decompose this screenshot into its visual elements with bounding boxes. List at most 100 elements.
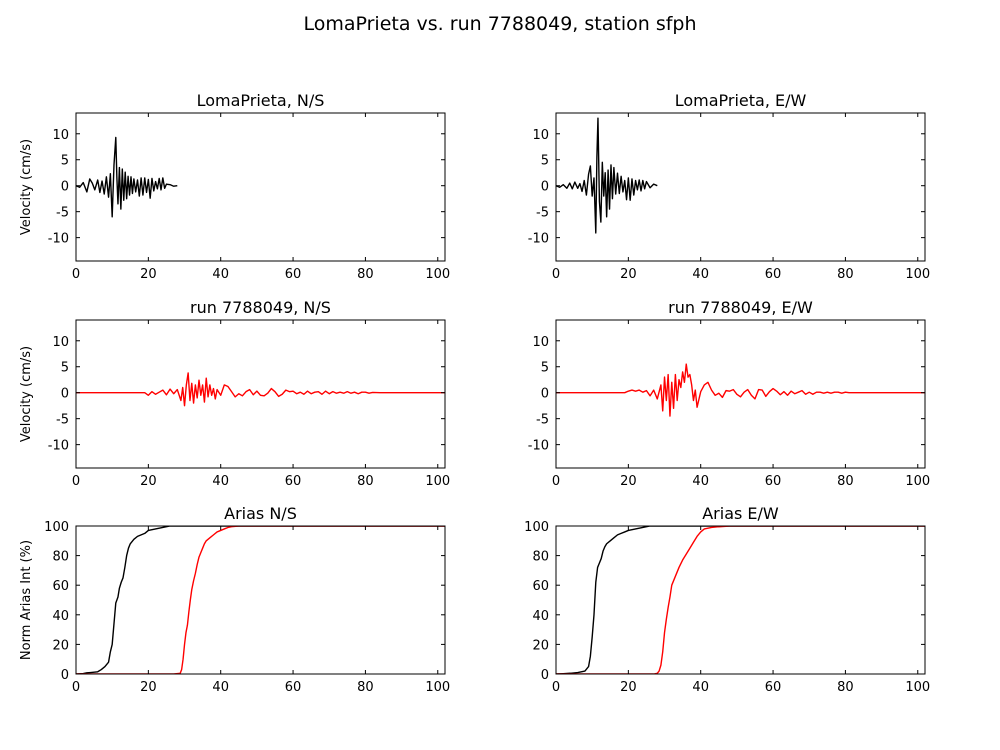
panel-title: run 7788049, E/W [668, 298, 813, 317]
y-tick-label: 0 [61, 668, 69, 683]
x-tick-label: 20 [140, 474, 157, 489]
x-tick-label: 0 [552, 267, 560, 282]
x-tick-label: 0 [552, 474, 560, 489]
x-tick-label: 100 [905, 267, 930, 282]
panel-title: Arias N/S [224, 504, 297, 523]
x-tick-label: 20 [140, 680, 157, 695]
y-tick-label: -10 [528, 439, 549, 454]
panel-arias-ew: 0 20 40 60 80 100 100 80 60 40 20 0 Arias E/W [524, 504, 930, 695]
y-tick-label: -10 [528, 232, 549, 247]
y-tick-label: -10 [48, 439, 69, 454]
x-tick-label: 60 [285, 267, 302, 282]
x-tick-label: 100 [905, 474, 930, 489]
panel-vel-rec-ns: 0 20 40 60 80 100 10 5 0 -5 -10 LomaPrieta, N/S Velo… [19, 91, 450, 282]
x-tick-label: 100 [425, 267, 450, 282]
y-tick-label: 80 [532, 550, 549, 565]
x-tick-label: 80 [837, 474, 854, 489]
series-line-simulated [556, 526, 925, 674]
panel-vel-sim-ew: 0 20 40 60 80 100 10 5 0 -5 -10 run 7788049, E/W [528, 298, 930, 489]
series-line-simulated [76, 526, 445, 674]
y-axis-label: Norm Arias Int (%) [19, 540, 34, 660]
y-tick-label: 5 [541, 361, 549, 376]
x-tick-label: 20 [620, 680, 637, 695]
y-tick-label: 5 [61, 154, 69, 169]
x-tick-label: 100 [425, 474, 450, 489]
x-tick-label: 0 [72, 680, 80, 695]
x-tick-label: 80 [357, 267, 374, 282]
panel-vel-sim-ns: 0 20 40 60 80 100 10 5 0 -5 -10 run 7788049, N/S Vel… [19, 298, 450, 489]
y-tick-label: -5 [536, 206, 549, 221]
x-tick-label: 80 [357, 680, 374, 695]
x-tick-label: 20 [620, 474, 637, 489]
y-axis-label: Velocity (cm/s) [19, 139, 34, 235]
y-tick-label: 5 [61, 361, 69, 376]
y-tick-label: 0 [541, 387, 549, 402]
y-tick-label: -5 [536, 413, 549, 428]
series-line-recorded [556, 117, 658, 234]
x-tick-label: 80 [837, 680, 854, 695]
y-tick-label: 0 [541, 668, 549, 683]
y-tick-label: 100 [44, 520, 69, 535]
axes-frame [75, 319, 446, 469]
y-tick-label: 0 [61, 387, 69, 402]
series-line-recorded [76, 526, 445, 674]
y-tick-label: -5 [56, 206, 69, 221]
axes-frame [555, 319, 926, 469]
x-tick-label: 100 [425, 680, 450, 695]
x-tick-label: 20 [140, 267, 157, 282]
y-tick-label: 80 [52, 550, 69, 565]
x-tick-label: 60 [765, 267, 782, 282]
x-tick-label: 60 [285, 474, 302, 489]
series-line-recorded [556, 526, 925, 674]
y-tick-label: 10 [52, 335, 69, 350]
y-tick-label: 100 [524, 520, 549, 535]
y-tick-label: 40 [532, 609, 549, 624]
x-tick-label: 40 [692, 680, 709, 695]
x-tick-label: 80 [357, 474, 374, 489]
figure-title: LomaPrieta vs. run 7788049, station sfph [303, 13, 696, 35]
x-tick-label: 40 [212, 680, 229, 695]
x-tick-label: 40 [692, 267, 709, 282]
x-tick-label: 60 [285, 680, 302, 695]
series-line-simulated [556, 363, 925, 417]
y-tick-label: 40 [52, 609, 69, 624]
y-tick-label: 10 [532, 128, 549, 143]
x-tick-label: 60 [765, 680, 782, 695]
y-tick-label: -10 [48, 232, 69, 247]
panel-title: LomaPrieta, E/W [675, 91, 807, 110]
x-tick-label: 0 [72, 267, 80, 282]
y-tick-label: 10 [532, 335, 549, 350]
x-tick-label: 100 [905, 680, 930, 695]
y-tick-label: 60 [52, 579, 69, 594]
x-tick-label: 40 [692, 474, 709, 489]
y-tick-label: 0 [541, 180, 549, 195]
panel-arias-ns: 0 20 40 60 80 100 100 80 60 40 20 0 Arias N/S Norm Ar… [19, 504, 450, 695]
x-tick-label: 40 [212, 267, 229, 282]
axes-frame [75, 112, 446, 262]
y-tick-label: 20 [532, 638, 549, 653]
axes-frame [555, 525, 926, 675]
y-tick-label: -5 [56, 413, 69, 428]
x-tick-label: 60 [765, 474, 782, 489]
axes-frame [555, 112, 926, 262]
x-tick-label: 0 [72, 474, 80, 489]
x-tick-label: 20 [620, 267, 637, 282]
y-tick-label: 60 [532, 579, 549, 594]
panel-title: LomaPrieta, N/S [197, 91, 325, 110]
panel-title: Arias E/W [702, 504, 779, 523]
axes-frame [75, 525, 446, 675]
x-tick-label: 0 [552, 680, 560, 695]
y-tick-label: 5 [541, 154, 549, 169]
y-tick-label: 10 [52, 128, 69, 143]
series-line-simulated [76, 372, 445, 407]
panel-title: run 7788049, N/S [190, 298, 331, 317]
y-tick-label: 20 [52, 638, 69, 653]
series-line-recorded [76, 136, 178, 218]
x-tick-label: 80 [837, 267, 854, 282]
x-tick-label: 40 [212, 474, 229, 489]
y-axis-label: Velocity (cm/s) [19, 346, 34, 442]
y-tick-label: 0 [61, 180, 69, 195]
panel-vel-rec-ew: 0 20 40 60 80 100 10 5 0 -5 -10 LomaPrieta, E/W [528, 91, 930, 282]
